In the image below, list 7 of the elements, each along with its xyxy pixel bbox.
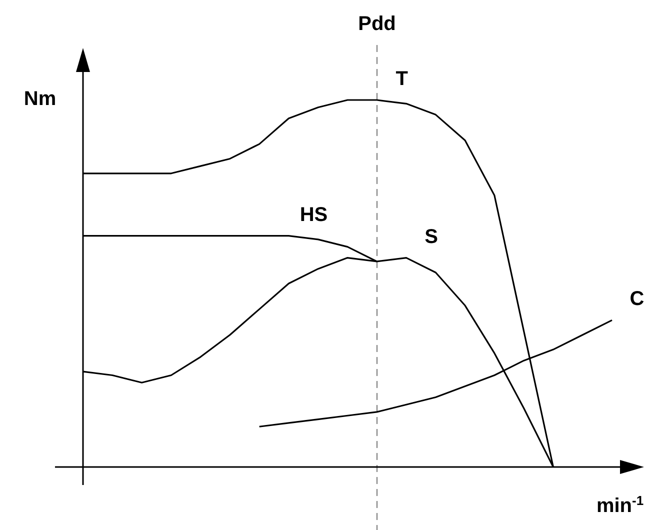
series-label: HS: [300, 204, 328, 226]
x-axis-title: min$^{-1}$: [596, 492, 644, 517]
text: Pdd: [358, 13, 396, 35]
series-label: C: [630, 288, 644, 310]
series-label: T: [396, 68, 408, 90]
series-label: S: [424, 226, 438, 248]
y-axis-title: Nm: [24, 88, 56, 110]
